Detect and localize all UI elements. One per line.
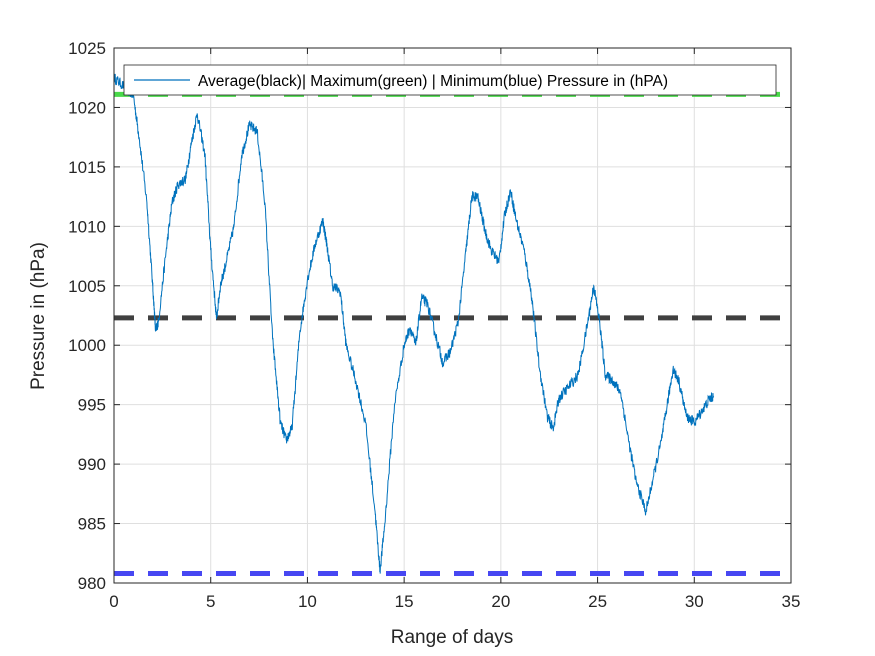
y-tick-label: 1020 — [68, 98, 106, 117]
plot-frame — [113, 47, 792, 584]
y-tick-label: 985 — [78, 515, 106, 534]
legend-box — [123, 64, 777, 96]
x-tick-label: 5 — [206, 592, 215, 611]
y-tick-labels: 980 985 990 995 1000 1005 1010 1015 1020 1025 — [68, 39, 106, 593]
legend: Average(black)| Maximum(green) | Minimum… — [123, 64, 777, 96]
y-tick-label: 980 — [78, 574, 106, 593]
x-tick-labels: 0 5 10 15 20 25 30 35 — [109, 592, 800, 611]
legend-entry: Average(black)| Maximum(green) | Minimum… — [198, 73, 668, 90]
x-tick-label: 0 — [109, 592, 118, 611]
y-tick-label: 995 — [78, 396, 106, 415]
x-tick-label: 30 — [685, 592, 704, 611]
x-tick-label: 10 — [298, 592, 317, 611]
y-axis-label: Pressure in (hPa) — [28, 242, 49, 390]
x-tick-label: 25 — [588, 592, 607, 611]
x-tick-label: 20 — [491, 592, 510, 611]
x-tick-label: 15 — [395, 592, 414, 611]
y-tick-label: 1005 — [68, 277, 106, 296]
series-lines — [113, 73, 715, 574]
y-tick-label: 1010 — [68, 217, 106, 236]
series-line-0 — [113, 73, 715, 574]
y-tick-label: 1025 — [68, 39, 106, 58]
y-tick-label: 1015 — [68, 158, 106, 177]
plot-background — [114, 48, 791, 583]
y-tick-label: 990 — [78, 455, 106, 474]
y-tick-label: 1000 — [68, 336, 106, 355]
x-axis-label: Range of days — [391, 627, 514, 648]
x-tick-label: 35 — [782, 592, 801, 611]
tick-marks — [113, 47, 792, 584]
